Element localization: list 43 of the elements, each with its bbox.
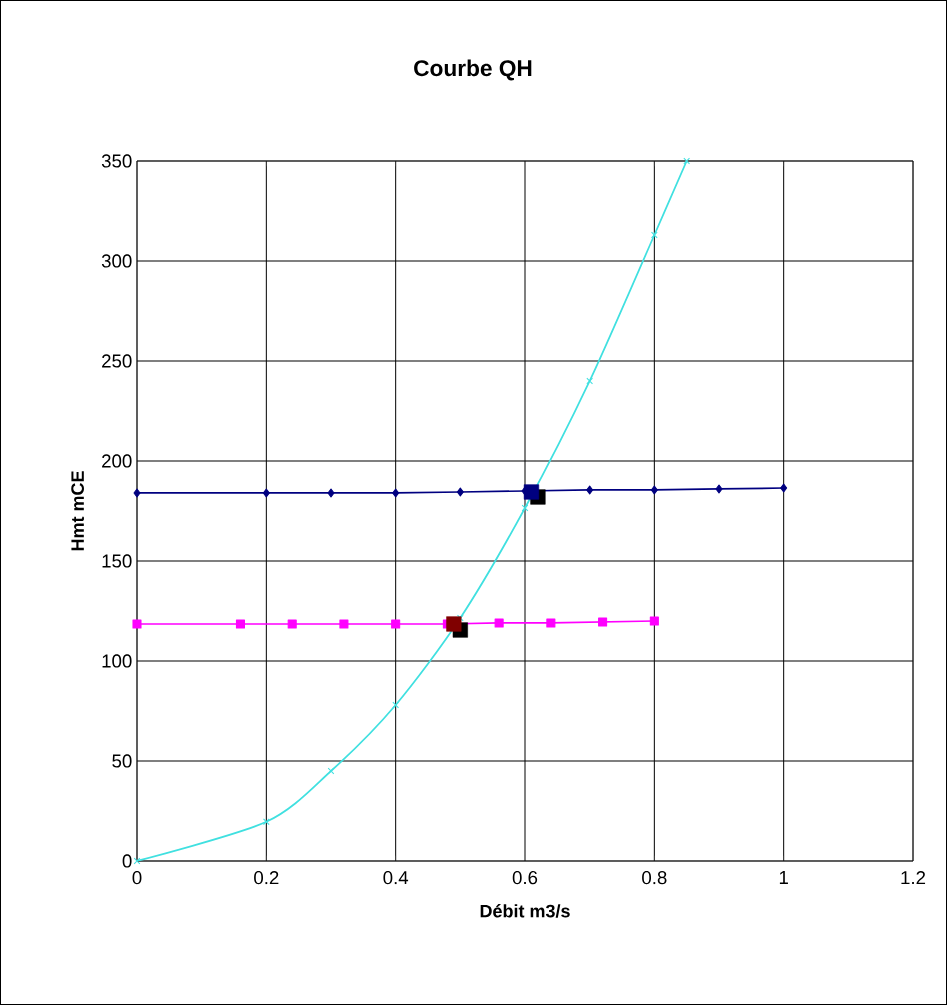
point	[133, 488, 141, 498]
y-tick-label: 0	[122, 854, 132, 868]
point	[327, 488, 335, 498]
point	[586, 377, 594, 385]
y-axis-title: Hmt mCE	[71, 471, 84, 551]
point	[235, 619, 246, 629]
point	[262, 488, 270, 498]
point	[650, 485, 658, 495]
point	[546, 618, 556, 628]
y-tick-label: 100	[102, 654, 132, 668]
point	[392, 701, 400, 709]
chart-title: Courbe QH	[414, 59, 532, 81]
point	[715, 484, 723, 494]
point	[523, 484, 540, 500]
y-tick-label: 350	[101, 154, 132, 168]
point	[339, 619, 349, 629]
y-tick-label: 250	[102, 354, 132, 368]
x-axis-title: Débit m3/s	[480, 904, 570, 918]
point	[683, 157, 691, 165]
point	[262, 818, 270, 826]
x-tick-label: 1	[779, 871, 788, 884]
x-tick-label: 0.6	[512, 871, 538, 885]
x-tick-label: 0.2	[254, 871, 279, 885]
point	[586, 485, 594, 495]
point	[391, 619, 401, 629]
point	[598, 617, 608, 627]
point	[456, 487, 464, 497]
x-tick-label: 0.4	[383, 871, 409, 885]
point	[650, 231, 658, 239]
point	[446, 616, 462, 632]
point	[392, 488, 400, 498]
y-tick-label: 300	[101, 254, 132, 268]
point	[649, 616, 659, 626]
x-tick-label: 0	[132, 871, 142, 885]
x-tick-label: 1.2	[901, 871, 926, 885]
x-tick-label: 0.8	[642, 871, 667, 885]
y-tick-label: 50	[112, 754, 132, 768]
point	[132, 619, 142, 629]
point	[494, 618, 504, 628]
y-tick-label: 200	[102, 454, 132, 468]
point	[287, 619, 297, 629]
y-tick-label: 150	[102, 554, 132, 568]
point	[780, 483, 788, 493]
